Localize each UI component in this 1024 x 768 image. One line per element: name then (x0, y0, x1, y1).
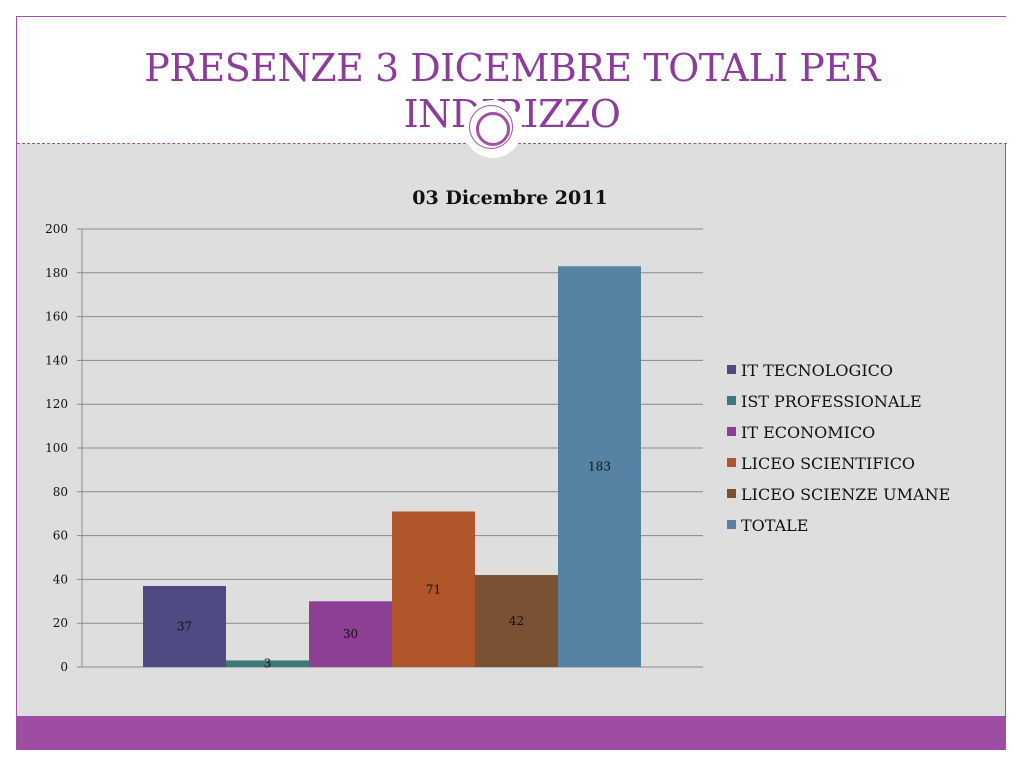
legend-label: IT TECNOLOGICO (741, 361, 893, 380)
slide-title: PRESENZE 3 DICEMBRE TOTALI PER INDIRIZZO (144, 46, 880, 136)
y-tick-label: 60 (53, 529, 68, 543)
y-tick-label: 120 (45, 397, 68, 411)
decorative-ring-icon (464, 100, 522, 158)
y-tick-label: 0 (60, 660, 68, 674)
ring-inner (476, 112, 510, 146)
bar (475, 575, 558, 667)
data-label: 71 (426, 582, 441, 596)
bar (143, 585, 226, 667)
legend-swatch (727, 365, 736, 374)
y-tick-label: 20 (53, 616, 68, 630)
bar (558, 266, 641, 667)
chart-legend: IT TECNOLOGICO IST PROFESSIONALE IT ECONOM… (727, 361, 950, 535)
legend-label: IST PROFESSIONALE (741, 392, 922, 411)
bar-data-labels: 37 3 30 71 42 183 (177, 460, 611, 671)
y-tick-label: 140 (45, 353, 68, 367)
data-label: 183 (588, 460, 611, 474)
legend-swatch (727, 427, 736, 436)
data-label: 30 (343, 627, 358, 641)
ring-outer (469, 105, 513, 149)
legend-label: IT ECONOMICO (741, 423, 875, 442)
y-axis-ticks: 0 20 40 60 80 100 120 140 160 180 200 (45, 222, 82, 674)
data-label: 37 (177, 619, 192, 633)
y-tick-label: 180 (45, 266, 68, 280)
legend-swatch (727, 458, 736, 467)
legend-swatch (727, 520, 736, 529)
y-tick-label: 80 (53, 485, 68, 499)
bar (392, 511, 475, 667)
y-tick-label: 100 (45, 441, 68, 455)
legend-swatch (727, 396, 736, 405)
legend-label: TOTALE (741, 516, 808, 535)
bar (226, 660, 309, 667)
legend-label: LICEO SCIENZE UMANE (741, 485, 950, 504)
legend-swatch (727, 489, 736, 498)
y-tick-label: 200 (45, 222, 68, 236)
data-label: 3 (264, 657, 272, 671)
bar (309, 601, 392, 667)
data-label: 42 (509, 614, 524, 628)
legend-label: LICEO SCIENTIFICO (741, 454, 915, 473)
y-tick-label: 40 (53, 572, 68, 586)
chart-title: 03 Dicembre 2011 (412, 187, 607, 209)
bottom-bar (17, 716, 1005, 750)
chart-bars (143, 266, 641, 667)
y-tick-label: 160 (45, 310, 68, 324)
